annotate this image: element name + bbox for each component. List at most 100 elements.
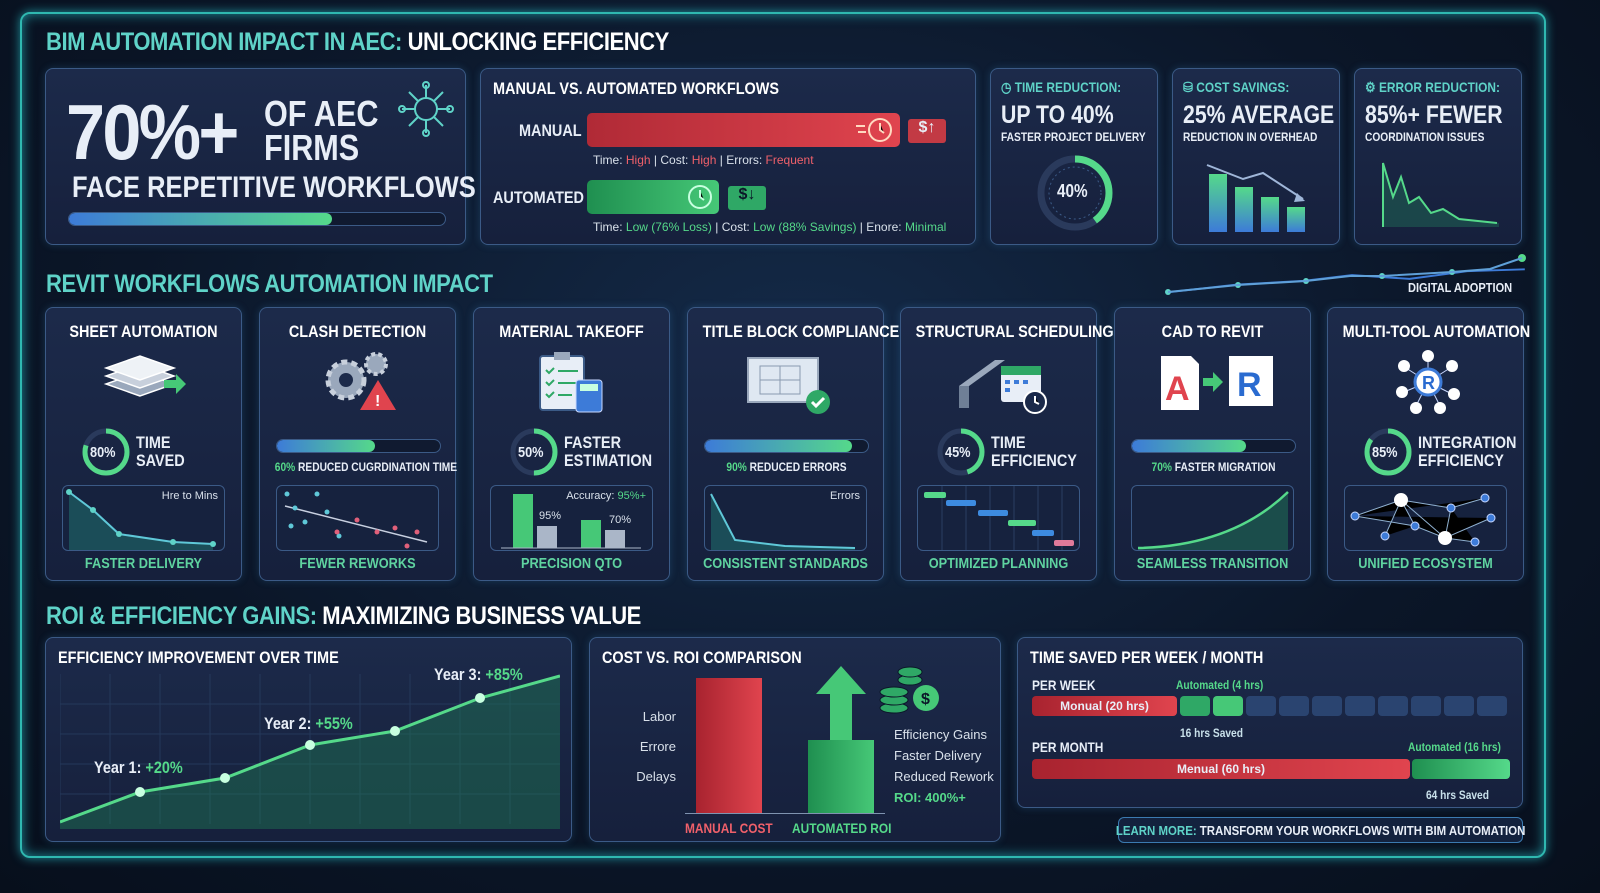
ring-percent: 50% — [518, 444, 544, 461]
caption-part: | Cost: — [711, 220, 754, 234]
caption-part: Low (76% Loss) — [625, 220, 712, 234]
manual-label: MANUAL — [519, 121, 582, 140]
per-month-label: PER MONTH — [1032, 739, 1104, 755]
mini-chart-label: Accuracy: 95%+ — [566, 490, 646, 502]
hero-progress — [68, 212, 446, 226]
kpi-value: 85%+ FEWER — [1365, 101, 1503, 129]
svg-text:$: $ — [921, 691, 930, 708]
mini-chart-decline — [66, 489, 216, 550]
network-gear-icon — [398, 81, 454, 137]
workflow-comparison-card: MANUAL VS. AUTOMATED WORKFLOWS MANUAL $↑… — [480, 68, 976, 245]
cost-vs-roi-card: COST VS. ROI COMPARISON $ Labor Errore Del… — [589, 637, 1001, 842]
revit-card-material-takeoff[interactable]: MATERIAL TAKEOFF 50% FASTER ESTIMATION Accur… — [473, 307, 670, 581]
hero-line: OF AEC FIRMS — [264, 93, 379, 168]
caption-part: High — [625, 153, 651, 167]
caption-part: Low (88% Savings) — [753, 220, 857, 234]
caption-part: Minimal — [904, 220, 947, 234]
mini-chart-curve — [1137, 491, 1289, 550]
card-footer: CONSISTENT STANDARDS — [703, 555, 868, 572]
digital-adoption-label: DIGITAL ADOPTION — [1408, 280, 1513, 295]
metric-caption: 60% REDUCED CUGRDINATION TIME — [274, 460, 458, 474]
mini-chart-gantt — [924, 486, 1074, 550]
bar-label: 70% — [609, 514, 632, 526]
week-empty-segment — [1411, 696, 1441, 716]
year-3-label: Year 3: +85% — [434, 665, 523, 684]
week-empty-segment — [1444, 696, 1474, 716]
clock-icon: ◷ — [1001, 79, 1015, 95]
coins-dollar-icon: $ — [879, 666, 939, 714]
cost-labels: Labor Errore Delays — [636, 709, 676, 784]
week-empty-segment — [1477, 696, 1507, 716]
kpi-cost-savings: ⛁ COST SAVINGS: 25% AVERAGE REDUCTION IN… — [1172, 68, 1340, 245]
manual-caption: Time: High | Cost: High | Errors: Freque… — [593, 153, 814, 167]
mini-chart-label: Hre to Mins — [161, 490, 218, 502]
kpi-sub: FASTER PROJECT DELIVERY — [1001, 130, 1146, 144]
automated-label: AUTOMATED — [493, 188, 584, 207]
automated-bar — [587, 180, 719, 214]
mini-chart-network — [1350, 493, 1496, 547]
clock-icon — [856, 118, 892, 142]
year-1-label: Year 1: +20% — [94, 758, 183, 777]
hero-subtitle: FACE REPETITIVE WORKFLOWS — [72, 171, 476, 204]
tool-hub-icon: R — [1396, 350, 1460, 414]
kpi-ring-label: 40% — [1057, 181, 1088, 201]
revit-section-title: REVIT WORKFLOWS AUTOMATION IMPACT — [46, 270, 493, 298]
week-empty-segment — [1279, 696, 1309, 716]
hero-card: 70%+ OF AEC FIRMS FACE REPETITIVE WORKFLO… — [45, 68, 476, 245]
arrow-up-icon — [816, 666, 866, 740]
kpi-sub: COORDINATION ISSUES — [1365, 130, 1485, 144]
month-automated-segment — [1412, 759, 1510, 779]
clock-icon — [688, 185, 712, 209]
ring-percent: 45% — [945, 444, 971, 461]
week-empty-segment — [1246, 696, 1276, 716]
card-footer: UNIFIED ECOSYSTEM — [1358, 555, 1493, 572]
month-automated-label: Automated (16 hrs) — [1408, 740, 1501, 754]
mini-chart-label: Errors — [830, 490, 860, 502]
efficiency-line-chart — [60, 674, 560, 829]
week-manual-segment: Monual (20 hrs) — [1032, 696, 1177, 716]
page-frame — [20, 12, 1546, 858]
cost-up-icon: $↑ — [908, 119, 946, 143]
revit-card-multi-tool-automation[interactable]: MULTI-TOOL AUTOMATION R 85% INTEGRATION EFFI… — [1327, 307, 1530, 581]
kpi-sub: REDUCTION IN OVERHEAD — [1183, 130, 1318, 144]
time-saved-card: TIME SAVED PER WEEK / MONTH PER WEEK Aut… — [1017, 637, 1523, 808]
revit-card-cad-to-revit[interactable]: CAD TO REVIT A R 70% FASTER MIGRATION SEAMLE… — [1114, 307, 1311, 581]
month-saved-label: 64 hrs Saved — [1426, 788, 1489, 802]
kpi-ring — [1037, 155, 1113, 231]
caption-part: Time: — [593, 220, 626, 234]
week-empty-segment — [1312, 696, 1342, 716]
metric-progress — [704, 439, 869, 453]
svg-text:R: R — [1422, 373, 1435, 393]
svg-text:R: R — [1237, 366, 1262, 404]
progress-ring — [510, 428, 558, 476]
learn-more-button[interactable]: LEARN MORE: TRANSFORM YOUR WORKFLOWS WIT… — [1116, 817, 1525, 843]
revit-card-sheet-automation[interactable]: SHEET AUTOMATION 80% TIME SAVED Hre to Mins F… — [45, 307, 242, 581]
manual-bar — [587, 113, 900, 147]
per-week-label: PER WEEK — [1032, 677, 1096, 693]
error-decline-chart — [1382, 162, 1499, 227]
card-title: STRUCTURAL SCHEDULING — [915, 322, 1114, 341]
metric-caption: 90% REDUCED ERRORS — [726, 460, 847, 474]
mini-chart — [917, 485, 1080, 551]
caption-part: High — [691, 153, 717, 167]
hero-big-stat: 70%+ — [66, 88, 239, 176]
revit-card-clash-detection[interactable]: CLASH DETECTION! 60% REDUCED CUGRDINATION… — [259, 307, 458, 581]
card-footer: PRECISION QTO — [520, 555, 623, 572]
metric-label: FASTER ESTIMATION — [564, 433, 653, 470]
roi-section-title: ROI & EFFICIENCY GAINS: MAXIMIZING BUSIN… — [46, 602, 641, 630]
svg-text:!: ! — [375, 393, 380, 410]
revit-card-structural-scheduling[interactable]: STRUCTURAL SCHEDULING 45% TIME EFFICIENCY OP… — [900, 307, 1114, 581]
metric-label: TIME SAVED — [136, 433, 185, 470]
week-automated-segment — [1213, 696, 1243, 716]
efficiency-over-time-card: EFFICIENCY IMPROVEMENT OVER TIME Year 1:… — [45, 637, 572, 842]
progress-ring — [937, 428, 985, 476]
mini-chart: Accuracy: 95%+ 95% 70% — [490, 485, 653, 551]
mini-chart-drop — [710, 493, 856, 550]
card-footer: FEWER REWORKS — [299, 555, 416, 572]
card-title: TIME SAVED PER WEEK / MONTH — [1030, 648, 1264, 667]
card-title: MATERIAL TAKEOFF — [499, 322, 644, 341]
revit-card-title-block-compliance[interactable]: TITLE BLOCK COMPLIANCE 90% REDUCED ERRORS… — [687, 307, 899, 581]
blueprint-check-icon — [747, 357, 830, 414]
stacked-sheets-icon — [103, 355, 186, 397]
